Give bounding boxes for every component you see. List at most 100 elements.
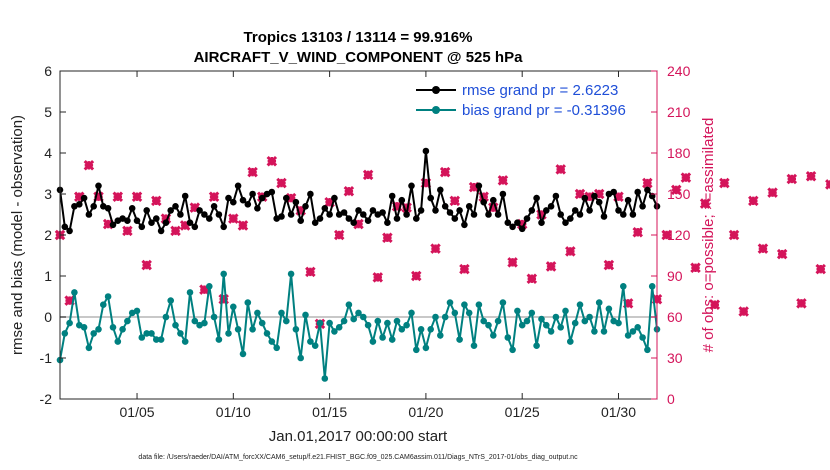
bias-point bbox=[220, 270, 227, 278]
obs-count-marker bbox=[247, 166, 258, 178]
y2-axis-label: # of obs: o=possible; ×=assimilated bbox=[700, 118, 717, 353]
rmse-point bbox=[562, 219, 569, 226]
y-axis-label: rmse and bias (model - observation) bbox=[9, 115, 26, 355]
bias-point bbox=[504, 334, 512, 341]
obs-count-marker bbox=[738, 306, 749, 317]
rmse-point bbox=[316, 215, 324, 222]
rmse-point bbox=[514, 219, 521, 226]
bias-point bbox=[133, 307, 141, 315]
obs-count-marker bbox=[565, 246, 576, 257]
rmse-point bbox=[620, 211, 627, 218]
y-tick-label: 3 bbox=[44, 186, 52, 202]
bias-point bbox=[379, 334, 386, 341]
rmse-point bbox=[196, 207, 203, 214]
rmse-point bbox=[311, 219, 319, 226]
bias-point bbox=[244, 299, 252, 306]
y2-tick-label: 60 bbox=[667, 309, 683, 325]
rmse-point bbox=[220, 223, 227, 231]
bias-point bbox=[634, 324, 641, 331]
obs-count-marker bbox=[237, 220, 249, 231]
rmse-point bbox=[379, 209, 386, 216]
bias-point bbox=[230, 303, 237, 311]
bias-point bbox=[138, 334, 146, 341]
obs-count-marker bbox=[112, 191, 124, 202]
obs-count-marker bbox=[179, 220, 191, 231]
bias-point bbox=[422, 344, 430, 352]
bias-point bbox=[586, 313, 593, 321]
bias-point bbox=[191, 317, 199, 325]
bias-point bbox=[648, 283, 656, 290]
rmse-point bbox=[634, 188, 641, 196]
rmse-point bbox=[239, 196, 247, 204]
rmse-point bbox=[186, 219, 194, 226]
rmse-point bbox=[499, 190, 507, 198]
bias-point bbox=[273, 344, 281, 352]
rmse-point bbox=[547, 203, 555, 210]
rmse-point bbox=[153, 215, 160, 222]
bias-point bbox=[384, 319, 391, 327]
bias-point bbox=[470, 342, 478, 350]
obs-count-marker bbox=[796, 298, 807, 309]
rmse-point bbox=[133, 217, 141, 224]
bias-point bbox=[644, 346, 651, 354]
rmse-point bbox=[201, 211, 208, 218]
rmse-point bbox=[393, 215, 401, 222]
bias-point bbox=[177, 330, 184, 337]
rmse-point bbox=[427, 194, 435, 202]
x-tick-label: 01/20 bbox=[408, 404, 443, 420]
bias-point bbox=[331, 328, 338, 335]
obs-count-marker bbox=[276, 177, 287, 189]
bias-point bbox=[451, 309, 459, 317]
rmse-point bbox=[538, 219, 545, 226]
rmse-point bbox=[446, 209, 454, 216]
rmse-point bbox=[557, 211, 564, 218]
obs-count-marker bbox=[805, 170, 817, 182]
rmse-point bbox=[90, 203, 97, 210]
obs-count-marker bbox=[382, 232, 393, 243]
rmse-point bbox=[639, 203, 646, 210]
rmse-point bbox=[490, 196, 497, 204]
rmse-point bbox=[340, 209, 348, 216]
rmse-point bbox=[364, 217, 372, 224]
bias-point bbox=[104, 293, 112, 300]
bias-point bbox=[66, 319, 73, 327]
obs-count-marker bbox=[228, 213, 239, 224]
rmse-point bbox=[475, 182, 483, 190]
obs-count-marker bbox=[411, 270, 422, 282]
y-tick-label: 0 bbox=[44, 309, 52, 325]
rmse-point bbox=[167, 207, 174, 214]
rmse-point bbox=[571, 207, 579, 214]
bias-point bbox=[360, 313, 367, 321]
rmse-point bbox=[369, 207, 377, 214]
obs-count-marker bbox=[430, 243, 441, 254]
bias-point bbox=[620, 283, 627, 290]
rmse-point bbox=[595, 198, 603, 206]
rmse-point bbox=[644, 186, 651, 194]
bias-point bbox=[485, 321, 492, 329]
rmse-point bbox=[417, 207, 425, 214]
bias-point bbox=[210, 313, 218, 321]
y-tick-label: 5 bbox=[44, 104, 52, 120]
rmse-point bbox=[244, 201, 252, 208]
bias-point bbox=[576, 301, 584, 309]
obs-count-marker bbox=[497, 175, 509, 186]
obs-count-marker bbox=[362, 169, 374, 181]
bias-point bbox=[239, 350, 247, 358]
rmse-point bbox=[485, 211, 492, 218]
obs-count-marker bbox=[141, 259, 152, 271]
rmse-point bbox=[543, 207, 550, 214]
bias-point bbox=[629, 328, 637, 335]
bias-point bbox=[181, 338, 189, 345]
y-tick-label: -2 bbox=[40, 391, 53, 407]
bias-point bbox=[523, 317, 531, 325]
bias-point bbox=[432, 313, 439, 321]
bias-point bbox=[109, 324, 117, 331]
bias-point bbox=[201, 319, 208, 327]
obs-count-marker bbox=[555, 164, 566, 175]
obs-count-marker bbox=[131, 191, 143, 202]
bias-point bbox=[509, 346, 516, 354]
bias-point bbox=[186, 289, 194, 296]
obs-count-marker bbox=[151, 195, 162, 207]
bias-point bbox=[465, 309, 473, 317]
